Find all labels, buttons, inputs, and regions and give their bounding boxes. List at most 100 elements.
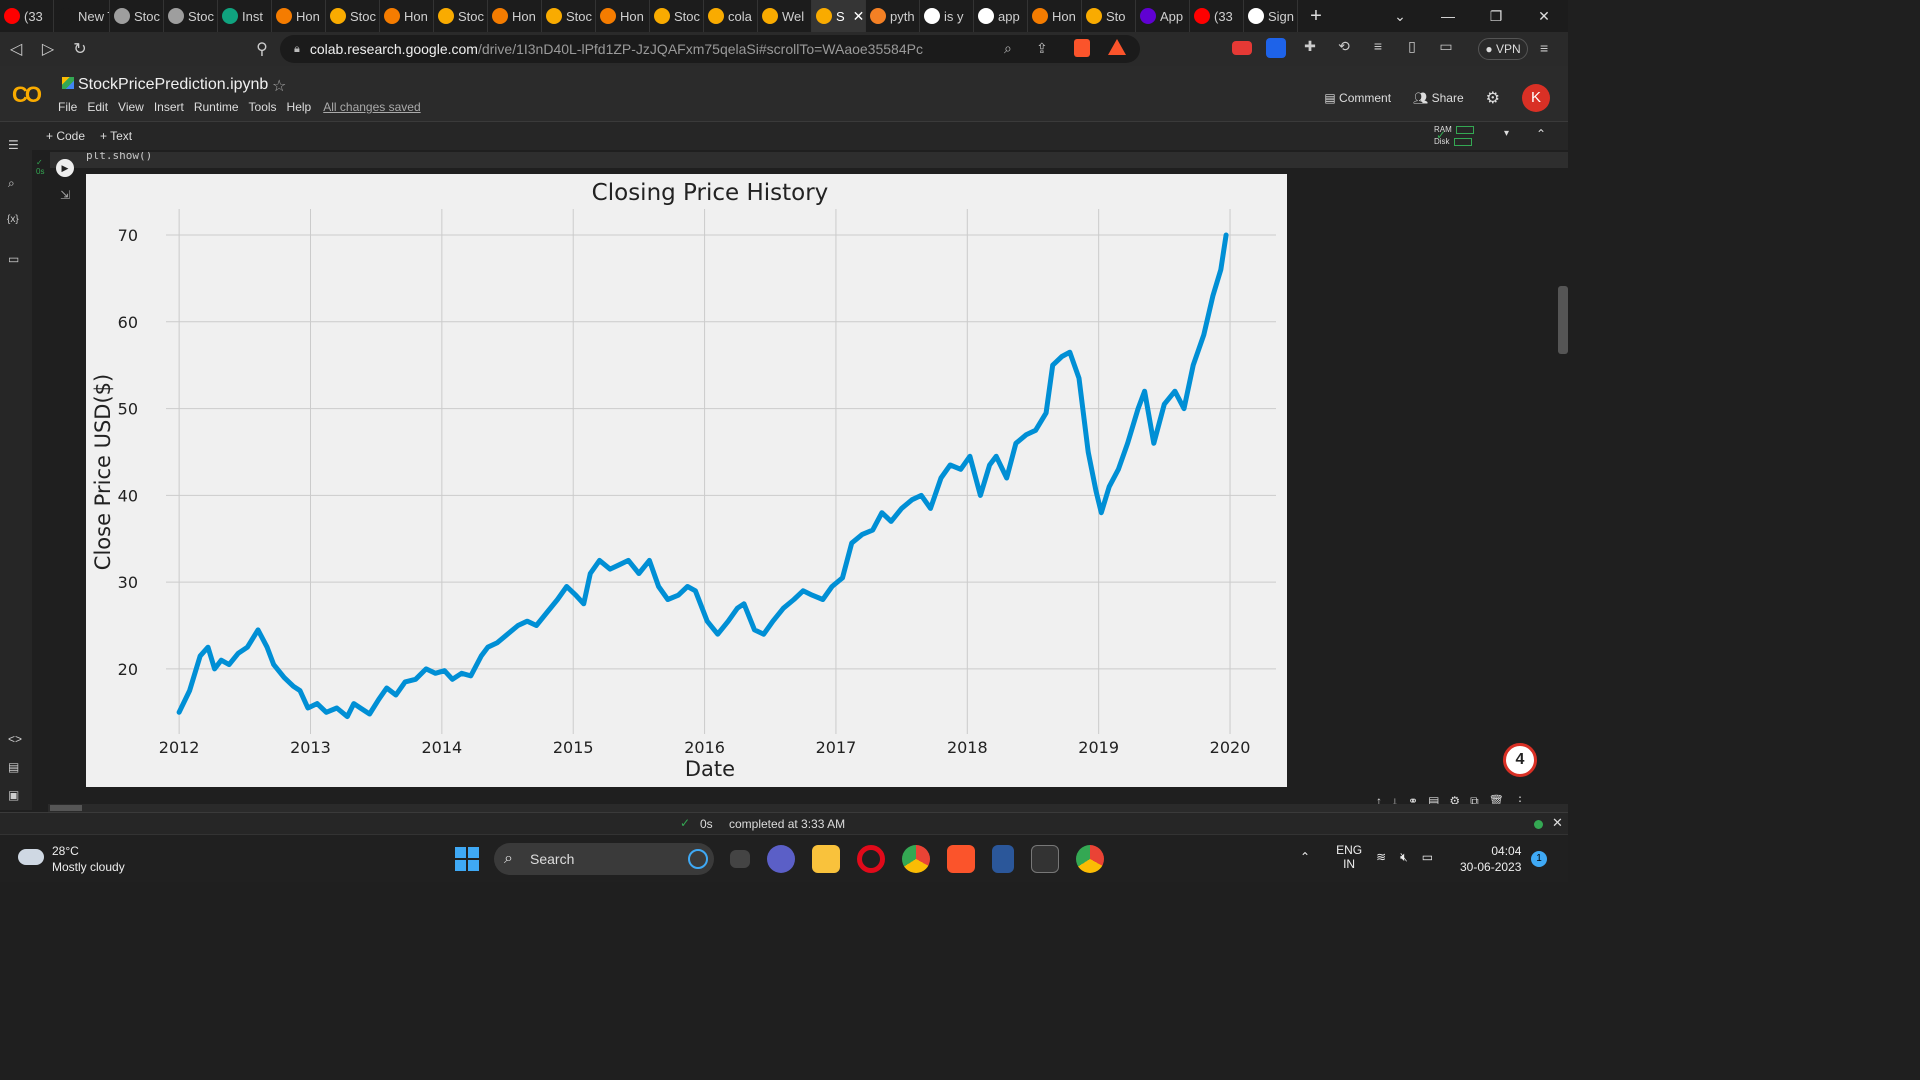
search-icon[interactable]: ⌕ (8, 176, 15, 190)
extension-red-icon[interactable] (1232, 41, 1252, 55)
new-tab-button[interactable]: + (1310, 4, 1322, 27)
browser-tab[interactable]: Hon (1028, 0, 1082, 32)
tray-chevron-icon[interactable]: ⌃ (1300, 850, 1311, 864)
move-down-icon[interactable]: ↓ (1392, 794, 1398, 808)
back-button[interactable]: ◁ (9, 41, 23, 58)
language-indicator[interactable]: ENG IN (1336, 843, 1362, 871)
menu-edit[interactable]: Edit (87, 100, 109, 114)
browser-tab[interactable]: Hon (596, 0, 650, 32)
notebook-title-wrap[interactable]: StockPricePrediction.ipynb (62, 76, 268, 94)
task-view-icon[interactable] (730, 850, 750, 868)
brave-icon[interactable] (947, 845, 975, 873)
comment-cell-icon[interactable]: ▤ (1428, 794, 1440, 808)
brave-rewards-icon[interactable] (1108, 39, 1126, 55)
browser-tab[interactable]: Sto (1082, 0, 1136, 32)
file-explorer-icon[interactable] (812, 845, 840, 873)
browser-tab[interactable]: New Tab (54, 0, 110, 32)
browser-tab[interactable]: Stoc (434, 0, 488, 32)
colab-logo[interactable]: CO (12, 82, 42, 107)
zoom-icon[interactable]: ⌕ (1004, 40, 1012, 56)
browser-tab[interactable]: Inst (218, 0, 272, 32)
browser-tab[interactable]: cola (704, 0, 758, 32)
sync-icon[interactable]: ⟲ (1338, 38, 1350, 54)
reload-button[interactable]: ↻ (73, 41, 87, 58)
browser-tab[interactable]: Wel (758, 0, 812, 32)
avatar[interactable]: K (1522, 84, 1550, 112)
menu-insert[interactable]: Insert (153, 100, 184, 114)
browser-tab[interactable]: Stoc (326, 0, 380, 32)
terminal-icon[interactable]: ▣ (8, 788, 20, 802)
collapse-chevron-icon[interactable]: ⌃ (1536, 127, 1547, 141)
browser-tab[interactable]: Hon (380, 0, 434, 32)
browser-tab[interactable]: Stoc (542, 0, 596, 32)
close-window-button[interactable]: ✕ (1538, 8, 1550, 24)
restore-button[interactable]: ❐ (1489, 8, 1503, 24)
output-actions-icon[interactable]: ⇲ (60, 188, 71, 202)
comment-button[interactable]: ▤ Comment (1324, 91, 1391, 105)
browser-tab[interactable]: is y (920, 0, 974, 32)
cell-settings-icon[interactable]: ⚙ (1449, 794, 1461, 808)
link-icon[interactable]: ⚭ (1408, 794, 1419, 808)
horizontal-scrollbar[interactable] (48, 804, 1568, 812)
clock[interactable]: 04:04 30-06-2023 (1460, 843, 1521, 875)
word-icon[interactable] (992, 845, 1014, 873)
add-text-button[interactable]: + Text (100, 129, 133, 143)
browser-tab[interactable]: S ✕ (812, 0, 866, 32)
start-button[interactable] (455, 847, 479, 871)
chrome-icon[interactable] (902, 845, 930, 873)
brave-shield-icon[interactable] (1074, 39, 1090, 57)
variables-icon[interactable]: {x} (7, 214, 19, 225)
browser-tab[interactable]: (33 (1190, 0, 1244, 32)
code-cell-tail[interactable]: plt.show() (50, 152, 1568, 168)
ram-disk-indicator[interactable]: RAM Disk (1434, 124, 1474, 148)
browser-tab[interactable]: Stoc (164, 0, 218, 32)
browser-tab[interactable]: pyth (866, 0, 920, 32)
vpn-button[interactable]: ● VPN (1478, 38, 1528, 60)
ram-disk-dropdown-icon[interactable]: ▾ (1504, 128, 1510, 139)
notification-badge[interactable]: 4 (1503, 743, 1537, 777)
star-icon[interactable]: ☆ (272, 78, 287, 95)
forward-button[interactable]: ▷ (41, 41, 55, 58)
menu-help[interactable]: Help (286, 100, 312, 114)
browser-tab[interactable]: Hon (488, 0, 542, 32)
mirror-cell-icon[interactable]: ⧉ (1470, 794, 1479, 808)
share-page-icon[interactable]: ⇪ (1036, 40, 1048, 56)
opera-icon[interactable] (857, 845, 885, 873)
bookmark-icon[interactable]: ⚲ (256, 41, 268, 58)
extension-blue-icon[interactable] (1266, 38, 1286, 58)
browser-tab[interactable]: App (1136, 0, 1190, 32)
command-palette-icon[interactable]: ▤ (8, 760, 20, 774)
browser-tab[interactable]: app (974, 0, 1028, 32)
wallet-icon[interactable]: ▭ (1439, 38, 1453, 54)
close-tab-icon[interactable]: ✕ (852, 7, 865, 24)
notebook-title[interactable]: StockPricePrediction.ipynb (78, 76, 269, 93)
browser-tab[interactable]: Stoc (650, 0, 704, 32)
menu-view[interactable]: View (118, 100, 144, 114)
status-close-icon[interactable]: ✕ (1552, 815, 1563, 830)
puzzle-icon[interactable]: ✚ (1304, 38, 1316, 54)
teams-chat-icon[interactable] (767, 845, 795, 873)
tab-list-chevron-icon[interactable]: ⌄ (1394, 8, 1406, 24)
chrome-profile-icon[interactable] (1076, 845, 1104, 873)
move-up-icon[interactable]: ↑ (1376, 794, 1382, 808)
terminal-app-icon[interactable] (1031, 845, 1059, 873)
add-code-button[interactable]: + Code (46, 129, 86, 143)
vertical-scrollbar-thumb[interactable] (1558, 286, 1568, 354)
share-button[interactable]: 👥︎ Share (1413, 91, 1464, 105)
browser-tab[interactable]: (33 (0, 0, 54, 32)
wifi-icon[interactable]: ≋ (1376, 850, 1387, 864)
weather-widget[interactable]: 28°C Mostly cloudy (18, 843, 125, 875)
notification-count[interactable]: 1 (1531, 851, 1547, 867)
run-cell-button[interactable]: ▶ (56, 159, 74, 177)
menu-file[interactable]: File (58, 100, 78, 114)
taskbar-search[interactable]: ⌕ Search (494, 843, 714, 875)
files-folder-icon[interactable]: ▭ (8, 252, 20, 266)
address-bar[interactable]: 🔒︎ colab.research.google.com/drive/1I3nD… (280, 35, 1140, 63)
saved-status[interactable]: All changes saved (323, 100, 421, 114)
volume-muted-icon[interactable]: 🔇︎ (1400, 849, 1408, 864)
code-snippets-icon[interactable]: <> (8, 732, 23, 746)
playlist-icon[interactable]: ≡ (1373, 38, 1383, 54)
browser-tab[interactable]: Hon (272, 0, 326, 32)
horizontal-scroll-thumb[interactable] (50, 805, 82, 811)
browser-menu-icon[interactable]: ≡ (1540, 40, 1549, 56)
